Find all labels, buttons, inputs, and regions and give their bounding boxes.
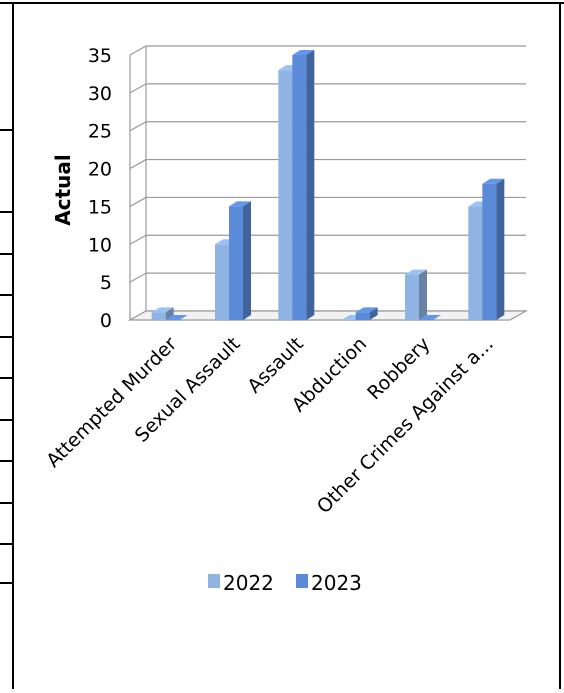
y-tick-label: 10	[88, 234, 112, 256]
bar	[151, 307, 174, 320]
y-tick-label: 15	[88, 196, 112, 218]
legend-item: 2022	[208, 571, 274, 595]
legend-swatch	[208, 574, 220, 588]
y-axis-label: Actual	[51, 154, 75, 225]
bar	[419, 315, 441, 320]
legend-swatch	[296, 574, 308, 588]
y-tick-label: 35	[88, 45, 112, 67]
bar	[165, 315, 188, 320]
gridline	[129, 234, 526, 245]
y-tick-label: 20	[88, 159, 112, 181]
bar	[405, 269, 427, 320]
y-tick-label: 0	[100, 310, 112, 332]
gridline	[129, 196, 526, 207]
gridline	[129, 158, 526, 170]
legend-item: 2023	[296, 571, 362, 595]
gridline	[129, 83, 526, 94]
y-tick-labels: 0 5 10 15 20 25 30 35	[88, 45, 112, 332]
bars	[151, 50, 505, 321]
legend: 2022 2023	[208, 571, 362, 595]
x-tick-label: Assault	[243, 333, 308, 398]
gridline	[129, 272, 526, 283]
gridlines	[129, 45, 526, 321]
chart-floor	[127, 310, 529, 321]
bar	[355, 307, 378, 320]
gridline	[129, 121, 526, 132]
gridline	[129, 45, 526, 56]
bar	[482, 178, 505, 320]
legend-label: 2022	[223, 571, 274, 595]
y-tick-label: 30	[88, 83, 112, 105]
y-tick-label: 25	[88, 121, 112, 143]
y-tick-label: 5	[100, 272, 112, 294]
legend-label: 2023	[311, 571, 362, 595]
bar	[229, 201, 251, 320]
bar	[292, 50, 315, 320]
